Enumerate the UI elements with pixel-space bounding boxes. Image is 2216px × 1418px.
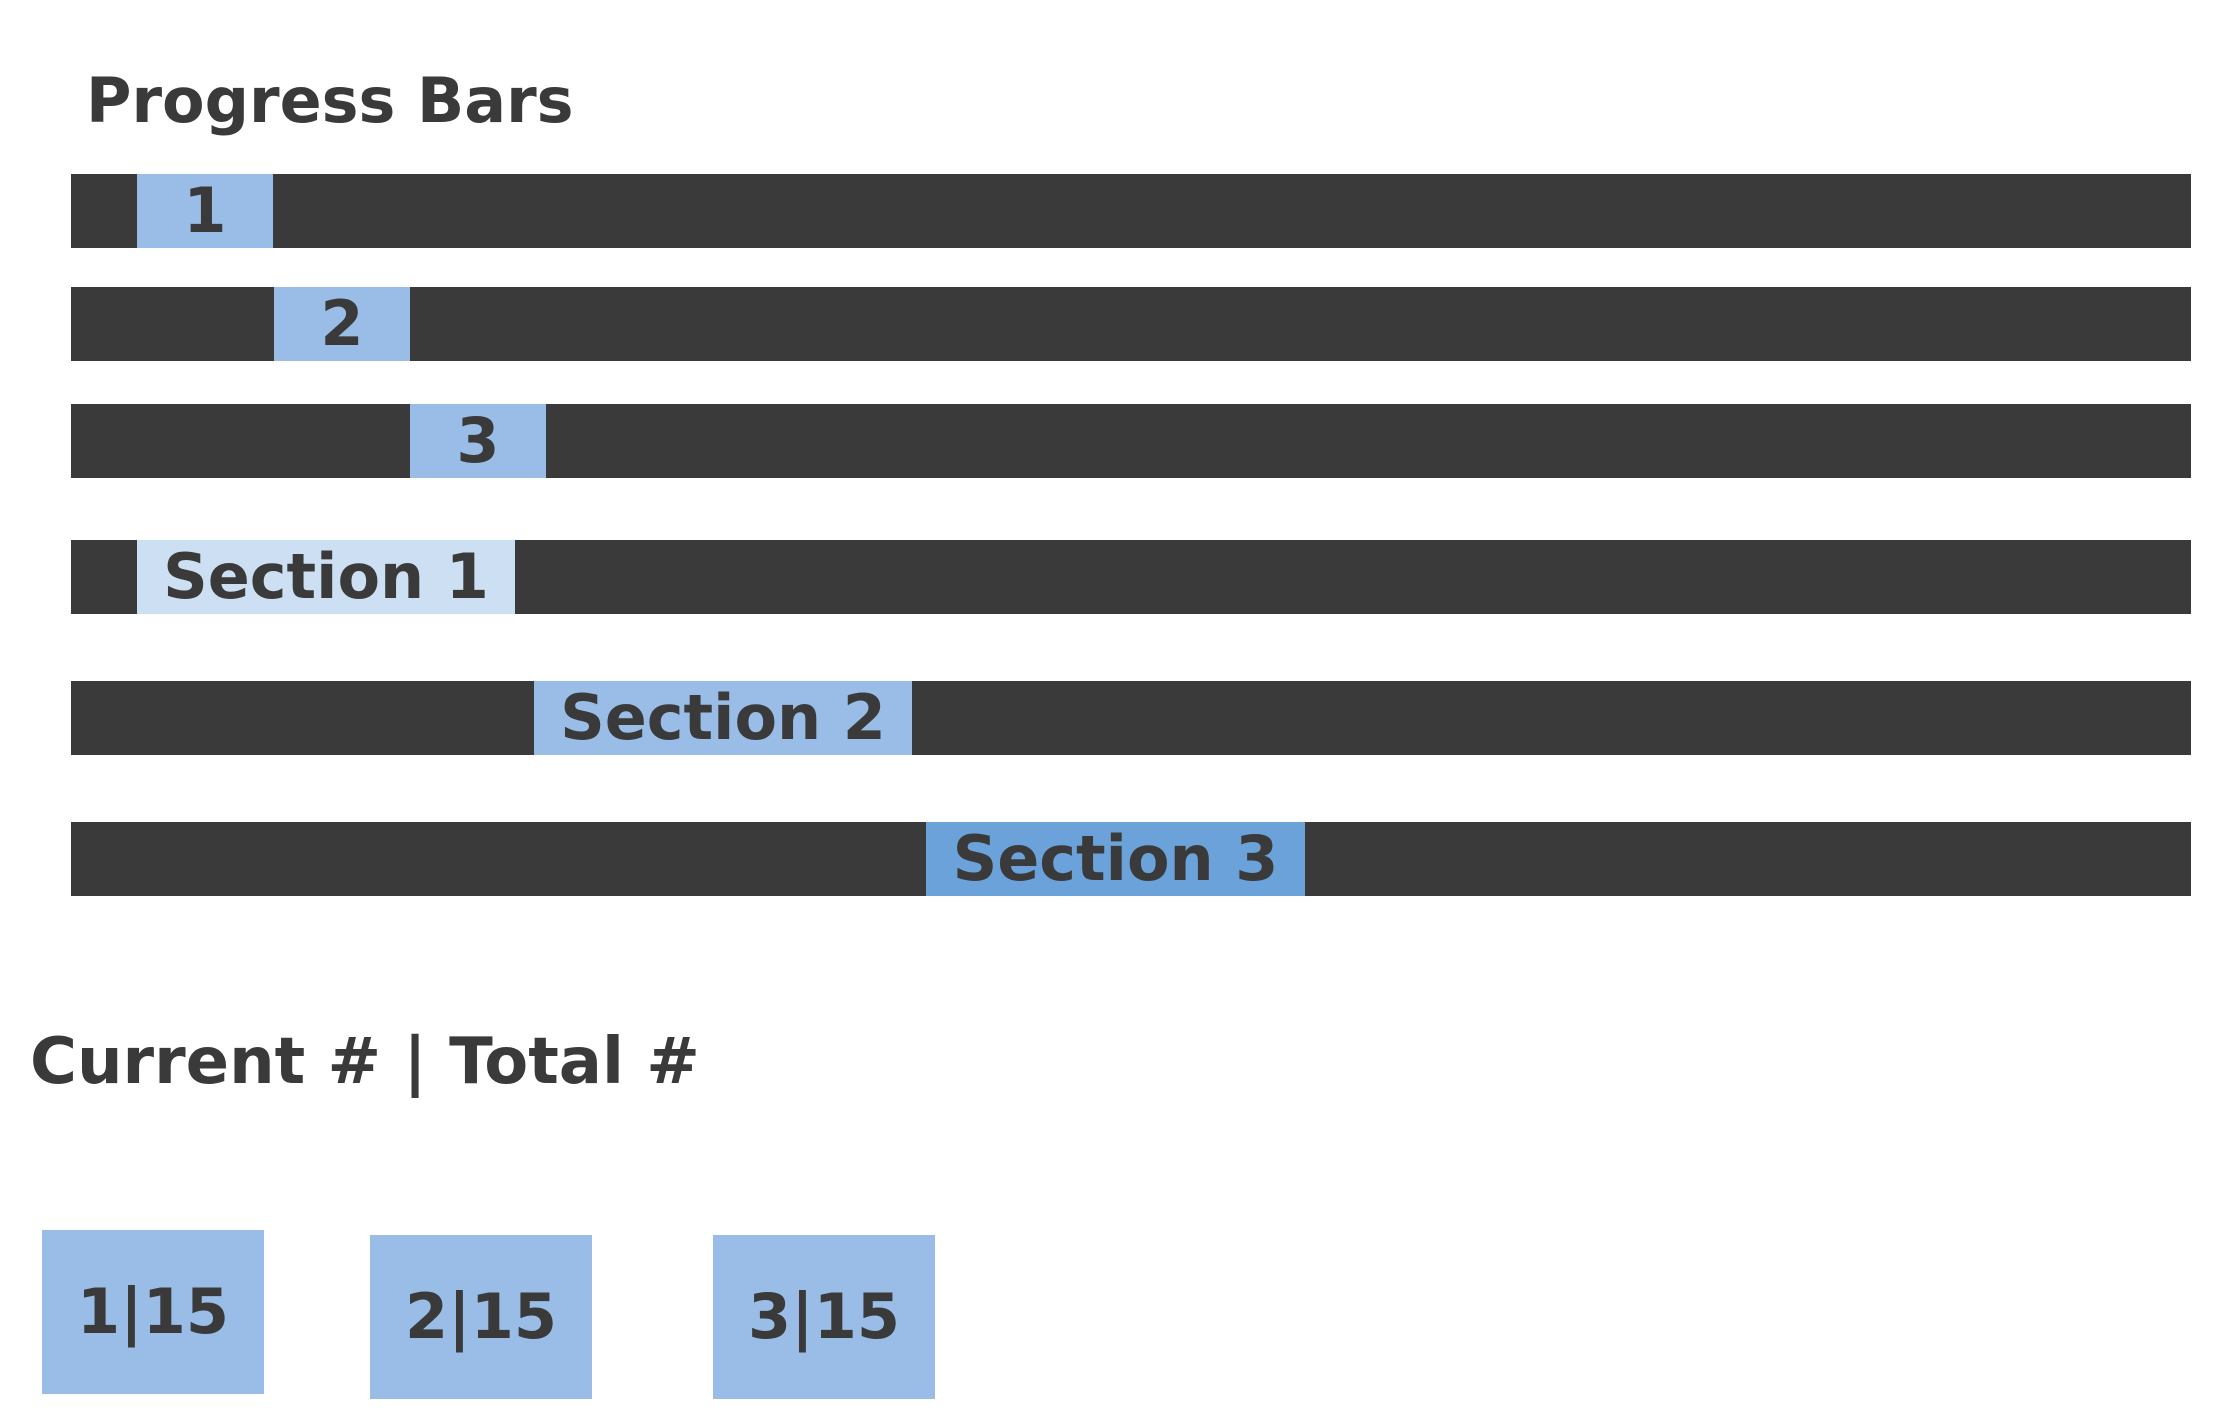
section-segment-3: Section 3 bbox=[926, 822, 1305, 896]
progress-bar-section-2: Section 2 bbox=[71, 681, 2191, 755]
progress-bar-section-3: Section 3 bbox=[71, 822, 2191, 896]
counter-heading: Current # | Total # bbox=[30, 1025, 700, 1099]
counter-box-3: 3|15 bbox=[713, 1235, 935, 1399]
progress-segment-1: 1 bbox=[137, 174, 273, 248]
progress-bar-step-1: 1 bbox=[71, 174, 2191, 248]
progress-bar-section-1: Section 1 bbox=[71, 540, 2191, 614]
counter-box-1: 1|15 bbox=[42, 1230, 264, 1394]
section-segment-1: Section 1 bbox=[137, 540, 515, 614]
page-title: Progress Bars bbox=[86, 64, 574, 137]
section-segment-2: Section 2 bbox=[534, 681, 912, 755]
progress-segment-3: 3 bbox=[410, 404, 546, 478]
progress-bar-step-3: 3 bbox=[71, 404, 2191, 478]
progress-bar-step-2: 2 bbox=[71, 287, 2191, 361]
progress-segment-2: 2 bbox=[274, 287, 410, 361]
counter-box-2: 2|15 bbox=[370, 1235, 592, 1399]
